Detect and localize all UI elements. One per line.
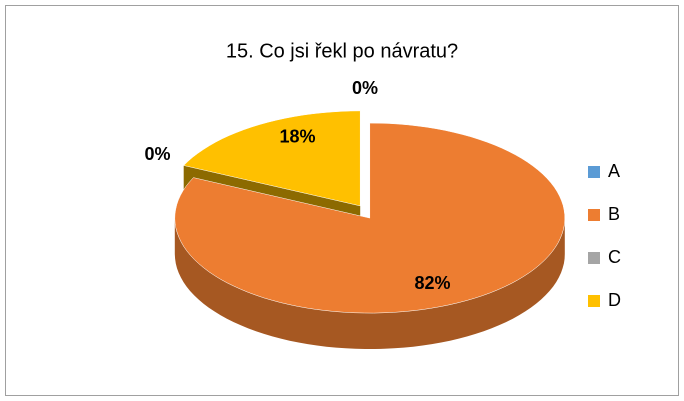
slice: [174, 122, 566, 314]
slice: [183, 110, 361, 207]
legend-swatch: [588, 166, 600, 178]
legend-swatch: [588, 209, 600, 221]
legend-label: B: [608, 204, 620, 224]
data-label: 18%: [279, 127, 315, 147]
data-label: 0%: [352, 78, 378, 98]
chart-title: 15. Co jsi řekl po návratu?: [226, 40, 458, 62]
legend-swatch: [588, 295, 600, 307]
legend-label: D: [608, 290, 621, 310]
legend-label: C: [608, 247, 621, 267]
legend-swatch: [588, 252, 600, 264]
data-label: 82%: [414, 273, 450, 293]
data-label: 0%: [144, 144, 170, 164]
slice-side: [174, 218, 565, 349]
legend-label: A: [608, 161, 620, 181]
